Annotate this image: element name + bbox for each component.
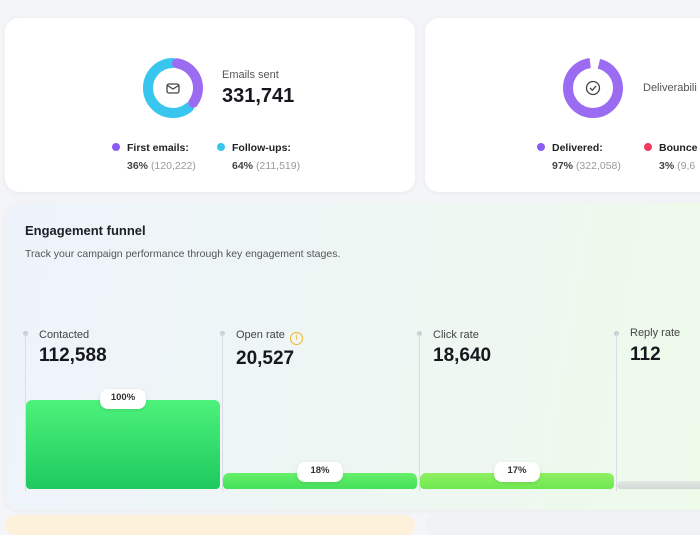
legend-bounced: Bounce 3% (9,6 (644, 142, 698, 172)
funnel-pct-pill: 18% (297, 461, 343, 482)
emails-sent-value: 331,741 (222, 85, 295, 107)
legend-first-emails: First emails: 36% (120,222) (112, 142, 196, 172)
stage-open-rate-value: 20,527 (236, 348, 295, 369)
deliverability-label: Deliverabili (643, 82, 697, 94)
bottom-card-left (5, 515, 415, 535)
stage-reply-rate-label: Reply rate (630, 327, 681, 339)
funnel-subtitle: Track your campaign performance through … (25, 248, 341, 260)
stage-contacted-label: Contacted (39, 329, 90, 341)
envelope-icon (166, 83, 180, 94)
emails-sent-donut (141, 56, 205, 120)
legend-follow-ups: Follow-ups: 64% (211,519) (217, 142, 300, 172)
stage-open-rate-label: Open rate i (236, 329, 303, 345)
funnel-pct-pill: 100% (100, 389, 146, 409)
legend-delivered: Delivered: 97% (322,058) (537, 142, 621, 172)
emails-sent-card: Emails sent 331,741 First emails: 36% (1… (5, 18, 415, 192)
info-icon[interactable]: i (289, 332, 303, 345)
stage-click-rate-label: Click rate (433, 329, 479, 341)
stage-click-rate-value: 18,640 (433, 345, 492, 366)
stage-contacted-value: 112,588 (39, 345, 107, 366)
bottom-card-right (425, 515, 700, 535)
funnel-bar-0 (26, 400, 220, 489)
deliverability-donut (561, 56, 625, 120)
engagement-funnel-card: Engagement funnel Track your campaign pe… (5, 203, 700, 510)
check-circle-icon (585, 80, 601, 96)
funnel-bar-3 (617, 481, 700, 489)
emails-sent-label: Emails sent (222, 69, 279, 81)
funnel-pct-pill: 17% (494, 462, 540, 482)
deliverability-card: Deliverabili Delivered: 97% (322,058) Bo… (425, 18, 700, 192)
funnel-title: Engagement funnel (25, 223, 146, 238)
stage-reply-rate-value: 112 (630, 344, 661, 365)
